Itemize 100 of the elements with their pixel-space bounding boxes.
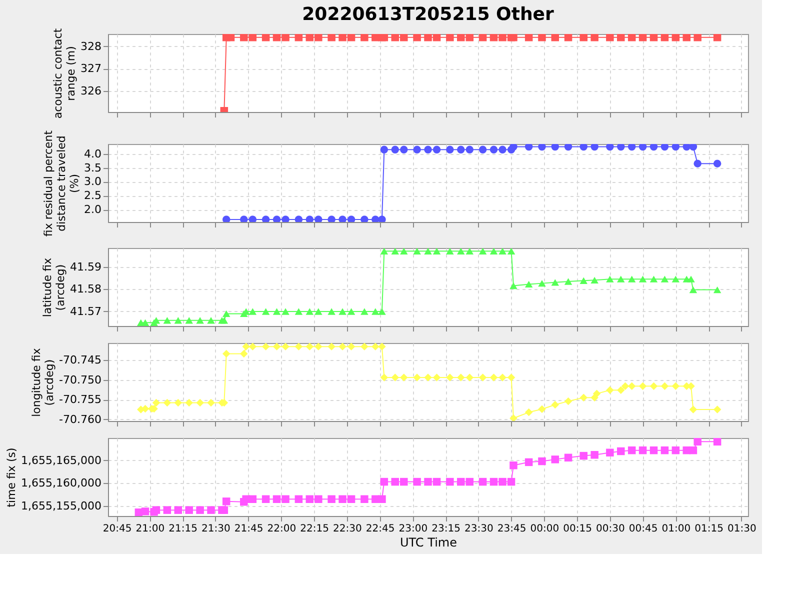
- y-tick-label: 41.59: [70, 260, 102, 274]
- point: [580, 277, 588, 284]
- point: [466, 248, 474, 254]
- point: [294, 216, 303, 222]
- point: [306, 216, 314, 222]
- chart-title: 20220613T205215 Other: [302, 4, 554, 25]
- point: [391, 146, 399, 154]
- x-tick-label: 21:30: [201, 524, 230, 534]
- point: [628, 276, 636, 282]
- x-tick-label: 01:30: [728, 524, 756, 534]
- point: [424, 248, 432, 254]
- point: [564, 278, 572, 285]
- y-axis-title: acoustic contact range (m): [52, 28, 78, 119]
- y-axis-title: fix residual percent distance traveled (%): [42, 130, 82, 237]
- point: [694, 160, 702, 168]
- point: [314, 308, 322, 315]
- point: [174, 317, 182, 324]
- point: [347, 308, 356, 315]
- point: [262, 216, 270, 222]
- point: [446, 146, 454, 154]
- point: [606, 276, 614, 282]
- point: [490, 248, 498, 254]
- point: [306, 308, 314, 315]
- point: [222, 216, 230, 222]
- point: [638, 276, 647, 282]
- point: [446, 248, 454, 254]
- point: [689, 144, 698, 151]
- point: [248, 216, 257, 222]
- x-tick-label: 00:30: [596, 524, 625, 534]
- y-tick-label: 41.58: [70, 282, 102, 296]
- y-tick-label: 3.5: [84, 161, 102, 174]
- point: [466, 146, 474, 154]
- x-tick-label: 22:30: [332, 524, 362, 534]
- y-axis-title: latitude fix (arcdeg): [41, 257, 68, 318]
- point: [272, 308, 281, 315]
- point: [207, 317, 215, 324]
- x-tick-label: 20:45: [102, 524, 132, 534]
- point: [380, 146, 388, 154]
- point: [360, 308, 368, 315]
- x-axis-title: UTC Time: [400, 536, 457, 550]
- point: [262, 308, 270, 315]
- x-tick-label: 23:45: [497, 524, 526, 534]
- y-tick-label: 1,655,155,000: [21, 499, 102, 512]
- point: [338, 308, 346, 315]
- point: [347, 216, 356, 222]
- y-tick-label: 3.0: [84, 175, 102, 188]
- point: [338, 216, 346, 222]
- point: [507, 248, 516, 254]
- point: [391, 248, 399, 254]
- point: [185, 317, 193, 324]
- point: [498, 248, 506, 254]
- point: [294, 308, 303, 315]
- point: [372, 308, 380, 315]
- point: [628, 144, 636, 151]
- y-tick-label: 328: [80, 40, 102, 53]
- point: [424, 146, 432, 154]
- point: [328, 216, 336, 222]
- point: [240, 216, 248, 222]
- x-tick-label: 00:15: [563, 524, 592, 534]
- point: [580, 144, 588, 151]
- point: [400, 248, 408, 254]
- point: [372, 216, 380, 222]
- point: [617, 276, 625, 282]
- y-tick-label: -70.745: [59, 354, 102, 367]
- point: [672, 144, 680, 151]
- point: [660, 144, 669, 151]
- point: [682, 144, 691, 151]
- y-tick-label: 326: [80, 84, 102, 98]
- point: [660, 276, 669, 282]
- point: [478, 248, 487, 254]
- x-tick-label: 22:45: [366, 524, 395, 534]
- point: [378, 216, 386, 222]
- point: [457, 146, 465, 154]
- point: [432, 146, 441, 154]
- point: [538, 144, 546, 151]
- point: [617, 144, 625, 151]
- point: [672, 276, 680, 282]
- point: [163, 317, 172, 324]
- point: [650, 144, 658, 151]
- point: [510, 144, 518, 151]
- point: [638, 144, 647, 151]
- point: [400, 146, 408, 154]
- y-axis-title: time fix (s): [5, 448, 18, 508]
- x-tick-label: 23:30: [464, 524, 494, 534]
- point: [650, 276, 658, 282]
- point: [457, 248, 465, 254]
- point: [282, 216, 290, 222]
- point: [510, 282, 518, 290]
- point: [524, 280, 533, 288]
- x-tick-label: 21:45: [234, 524, 264, 534]
- x-tick-label: 00:45: [628, 524, 658, 534]
- y-tick-label: -70.760: [59, 412, 102, 426]
- point: [590, 144, 598, 151]
- point: [222, 310, 230, 318]
- point: [380, 248, 388, 254]
- y-tick-label: 2.0: [84, 203, 102, 216]
- point: [564, 144, 572, 151]
- point: [606, 144, 614, 151]
- point: [413, 146, 421, 154]
- point: [248, 308, 257, 315]
